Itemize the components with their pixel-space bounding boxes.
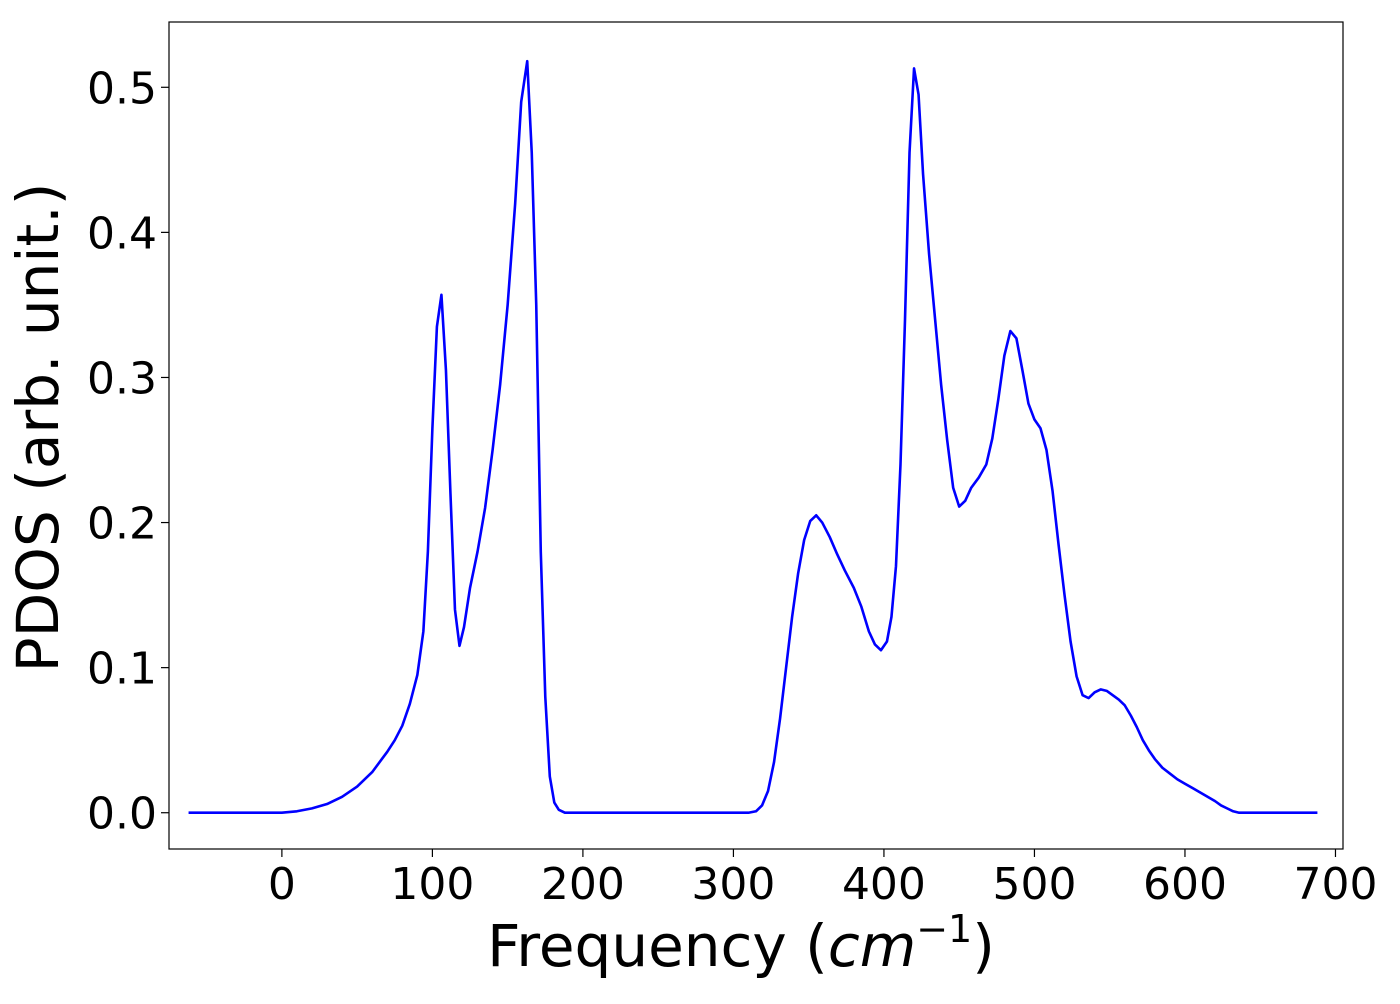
series-layer: [188, 59, 1318, 815]
x-tick-label: 700: [1293, 859, 1377, 910]
x-axis-label-superscript: −1: [916, 907, 972, 951]
y-axis-ticks: 0.0 0.1 0.2 0.3 0.4 0.5: [87, 63, 169, 840]
series-line-0: [188, 59, 1318, 815]
x-tick-label: 400: [842, 859, 926, 910]
x-tick-label: 200: [541, 859, 625, 910]
y-axis-label: PDOS (arb. unit.): [4, 183, 72, 673]
plot-area-frame: [168, 21, 1344, 850]
x-tick-label: 0: [268, 859, 296, 910]
x-tick-label: 500: [992, 859, 1076, 910]
y-tick-label: 0.0: [87, 789, 157, 840]
x-axis-label-italic-unit: cm: [828, 912, 916, 980]
x-tick-label: 300: [691, 859, 775, 910]
x-tick-label: 100: [390, 859, 474, 910]
y-tick-label: 0.4: [87, 208, 157, 259]
x-tick-label: 600: [1143, 859, 1227, 910]
x-axis-label-prefix: Frequency (: [487, 912, 828, 980]
x-axis-label-suffix: ): [972, 912, 995, 980]
y-tick-label: 0.5: [87, 63, 157, 114]
y-tick-label: 0.1: [87, 644, 157, 695]
x-axis-label: Frequency (cm−1): [487, 907, 995, 980]
y-tick-label: 0.3: [87, 353, 157, 404]
y-tick-label: 0.2: [87, 499, 157, 550]
x-axis-ticks: 0 100 200 300 400 500 600 700: [268, 849, 1377, 910]
